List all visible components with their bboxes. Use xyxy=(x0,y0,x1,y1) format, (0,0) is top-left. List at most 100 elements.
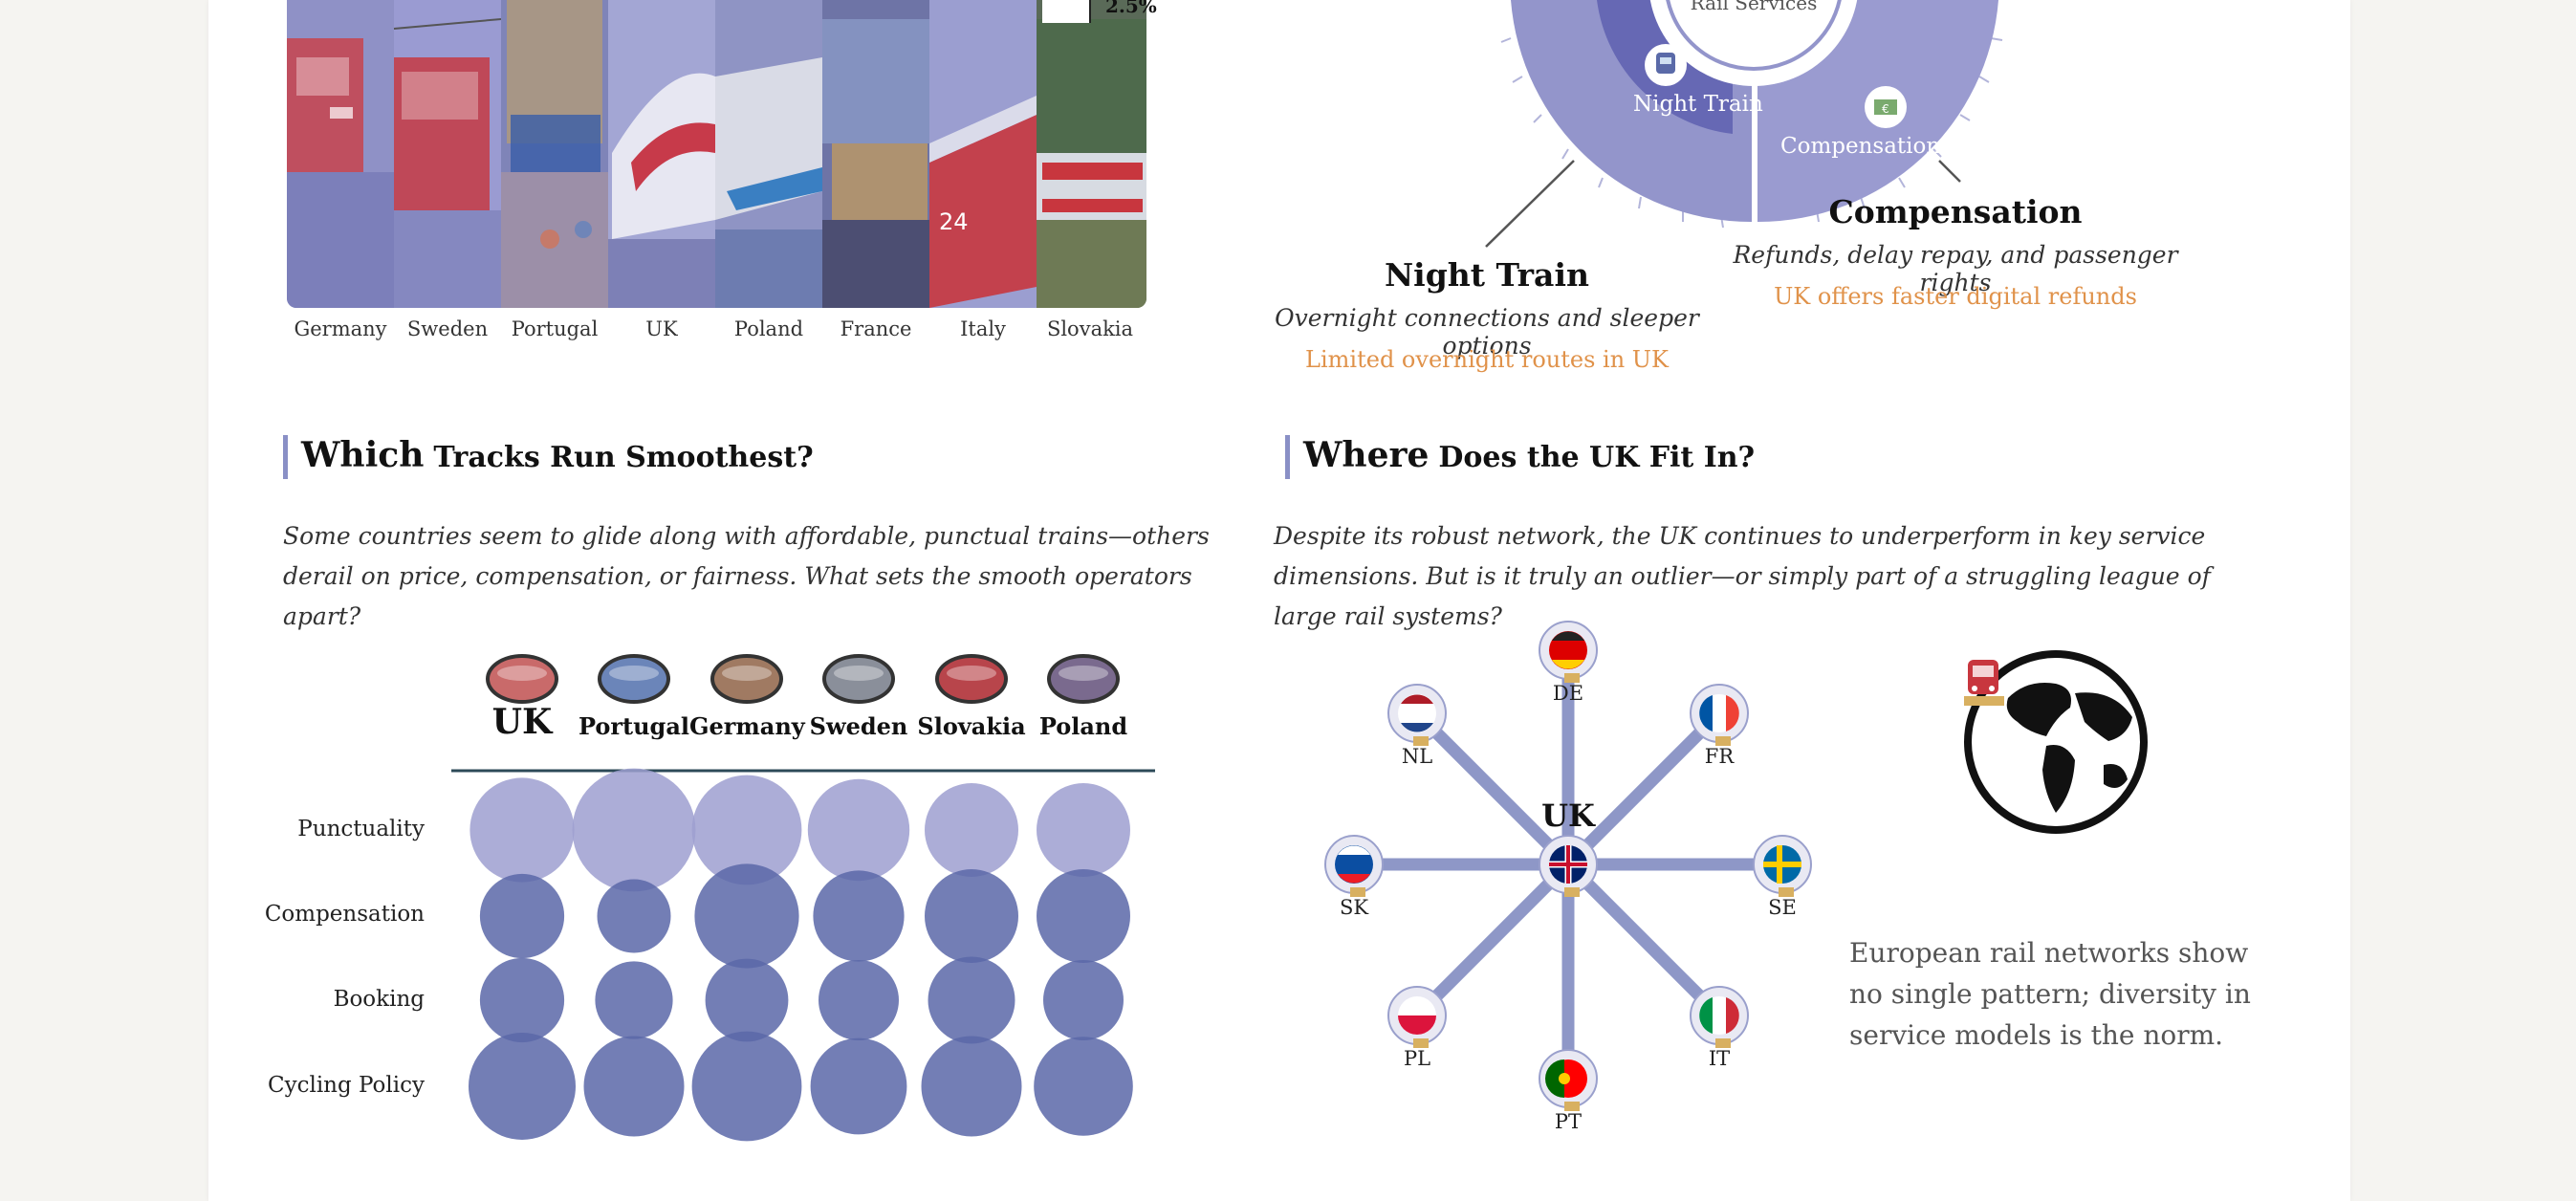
side-text: European rail networks show no single pa… xyxy=(1849,937,2251,1051)
spoke-node-pt[interactable]: PT xyxy=(1539,1049,1598,1133)
row-label-booking: Booking xyxy=(333,987,425,1012)
donut-ticks xyxy=(1500,37,2003,229)
donut-label-night-train: Night Train xyxy=(1633,92,1763,117)
col-head-portugal: Portugal xyxy=(578,712,690,740)
bubble-compensation-slovakia[interactable] xyxy=(925,869,1018,963)
strip-label-portugal: Portugal xyxy=(511,317,599,340)
heading-left-small: Tracks Run Smoothest? xyxy=(433,441,814,474)
spoke-label-nl: NL xyxy=(1402,745,1432,768)
strip-label-poland: Poland xyxy=(733,317,804,340)
bubble-cycling-policy-sweden[interactable] xyxy=(810,1037,907,1135)
spoke-label-sk: SK xyxy=(1340,896,1368,919)
heading-right-small: Does the UK Fit In? xyxy=(1438,441,1756,474)
bubble-compensation-portugal[interactable] xyxy=(597,879,671,953)
spoke-label-it: IT xyxy=(1709,1047,1730,1070)
donut-label-compensation: Compensation xyxy=(1780,134,1940,159)
spoke-node-pl[interactable]: PL xyxy=(1387,986,1447,1070)
photo-uk xyxy=(608,0,715,308)
spoke-node-it[interactable]: IT xyxy=(1690,986,1749,1070)
bubble-booking-portugal[interactable] xyxy=(595,961,673,1039)
heading-left-big: Which xyxy=(301,435,425,475)
bubble-cycling-policy-uk[interactable] xyxy=(469,1033,576,1140)
col-head-slovakia: Slovakia xyxy=(917,712,1026,740)
night-train-title: Night Train xyxy=(1385,256,1589,294)
col-head-poland: Poland xyxy=(1038,712,1128,740)
strip-label-france: France xyxy=(840,317,912,340)
intro-left: Some countries seem to glide along with … xyxy=(283,522,1210,630)
spoke-label-pt: PT xyxy=(1555,1110,1582,1133)
donut-center-label: Rail Services xyxy=(1691,0,1818,14)
spoke-it xyxy=(1563,860,1724,1020)
bubble-booking-sweden[interactable] xyxy=(819,960,899,1040)
spoke-fr xyxy=(1563,709,1724,869)
section-heading-right: Where Does the UK Fit In? xyxy=(1285,435,1755,479)
bubble-compensation-uk[interactable] xyxy=(479,873,565,959)
bubble-compensation-germany[interactable] xyxy=(694,863,799,969)
night-train-description: Overnight connections and sleeper option… xyxy=(1275,304,1699,360)
bubble-cycling-policy-poland[interactable] xyxy=(1034,1037,1133,1136)
spoke-node-se[interactable]: SE xyxy=(1753,835,1812,919)
donut-chart: Rail Services € Night Train Compensation xyxy=(1485,0,2003,248)
bubble-booking-poland[interactable] xyxy=(1043,960,1124,1040)
photo-france xyxy=(822,0,929,308)
train-badge-icon xyxy=(1964,660,2004,706)
col-thumb-portugal xyxy=(598,654,670,704)
bubble-cycling-policy-germany[interactable] xyxy=(691,1031,802,1142)
tooltip-box xyxy=(1042,0,1090,23)
globe-illustration xyxy=(1964,650,2148,834)
heading-right-big: Where xyxy=(1303,435,1430,475)
intro-right: Despite its robust network, the UK conti… xyxy=(1274,522,2211,630)
bubble-punctuality-portugal[interactable] xyxy=(572,768,696,892)
col-head-uk: UK xyxy=(491,702,553,742)
spoke-node-uk[interactable] xyxy=(1539,835,1598,897)
spoke-node-sk[interactable]: SK xyxy=(1324,835,1384,919)
svg-text:24: 24 xyxy=(939,208,969,235)
compensation-note: UK offers faster digital refunds xyxy=(1774,283,2137,310)
col-thumb-sweden xyxy=(822,654,895,704)
donut-center-ring xyxy=(1666,0,1842,71)
bubble-punctuality-germany[interactable] xyxy=(691,775,802,885)
compensation-title: Compensation xyxy=(1828,193,2083,230)
photo-sweden xyxy=(393,0,502,308)
bubble-cycling-policy-slovakia[interactable] xyxy=(921,1036,1022,1137)
bubble-cycling-policy-portugal[interactable] xyxy=(583,1036,685,1137)
bubble-booking-germany[interactable] xyxy=(705,958,789,1042)
bubble-punctuality-sweden[interactable] xyxy=(807,778,910,882)
photo-slovakia xyxy=(1037,0,1146,308)
bubble-compensation-sweden[interactable] xyxy=(813,870,905,962)
spoke-nl xyxy=(1412,709,1573,869)
bubble-punctuality-slovakia[interactable] xyxy=(925,783,1018,877)
col-head-sweden: Sweden xyxy=(809,712,908,740)
spoke-node-nl[interactable]: NL xyxy=(1387,684,1447,768)
tooltip-value: 2.5% xyxy=(1105,0,1157,17)
bubble-compensation-poland[interactable] xyxy=(1037,869,1130,963)
photo-italy: 24 xyxy=(929,0,1037,308)
bubble-booking-slovakia[interactable] xyxy=(928,956,1015,1044)
strip-label-germany: Germany xyxy=(294,317,387,340)
spoke-node-de[interactable]: DE xyxy=(1539,621,1598,705)
spoke-node-fr[interactable]: FR xyxy=(1690,684,1749,768)
compensation-description: Refunds, delay repay, and passenger righ… xyxy=(1733,241,2178,296)
col-thumb-poland xyxy=(1047,654,1120,704)
spoke-pl xyxy=(1412,860,1573,1020)
col-thumb-germany xyxy=(710,654,783,704)
leader-line-night-train xyxy=(1485,160,1575,248)
strip-label-uk: UK xyxy=(645,317,678,340)
bubble-punctuality-uk[interactable] xyxy=(469,777,575,883)
spoke-label-de: DE xyxy=(1553,682,1583,705)
row-label-punctuality: Punctuality xyxy=(297,817,425,841)
col-thumb-uk xyxy=(486,654,558,704)
section-heading-left: Which Tracks Run Smoothest? xyxy=(283,435,814,479)
col-thumb-slovakia xyxy=(935,654,1008,704)
spoke-label-se: SE xyxy=(1768,896,1797,919)
photo-germany xyxy=(287,0,394,308)
photo-poland xyxy=(715,0,822,308)
bubble-booking-uk[interactable] xyxy=(479,957,565,1043)
strip-label-sweden: Sweden xyxy=(406,317,489,340)
photo-strip: 24 xyxy=(287,0,1146,308)
row-label-cycling-policy: Cycling Policy xyxy=(267,1073,425,1098)
bubble-punctuality-poland[interactable] xyxy=(1037,783,1130,877)
photo-portugal xyxy=(501,0,608,308)
